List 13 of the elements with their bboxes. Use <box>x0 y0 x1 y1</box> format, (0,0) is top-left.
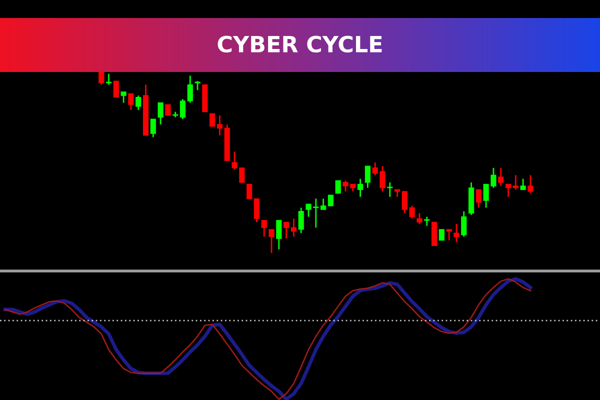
candlestick <box>328 194 334 207</box>
candlestick <box>246 184 252 200</box>
candlestick <box>454 223 460 243</box>
candlestick <box>210 113 216 127</box>
candlestick <box>165 104 171 116</box>
candlestick <box>438 228 444 241</box>
candlestick <box>431 222 438 246</box>
candlestick <box>335 180 341 194</box>
candlestick <box>268 228 274 254</box>
chart-title: CYBER CYCLE <box>218 36 382 53</box>
candlestick <box>416 212 422 225</box>
candlestick <box>113 80 119 98</box>
candlestick <box>202 84 208 112</box>
